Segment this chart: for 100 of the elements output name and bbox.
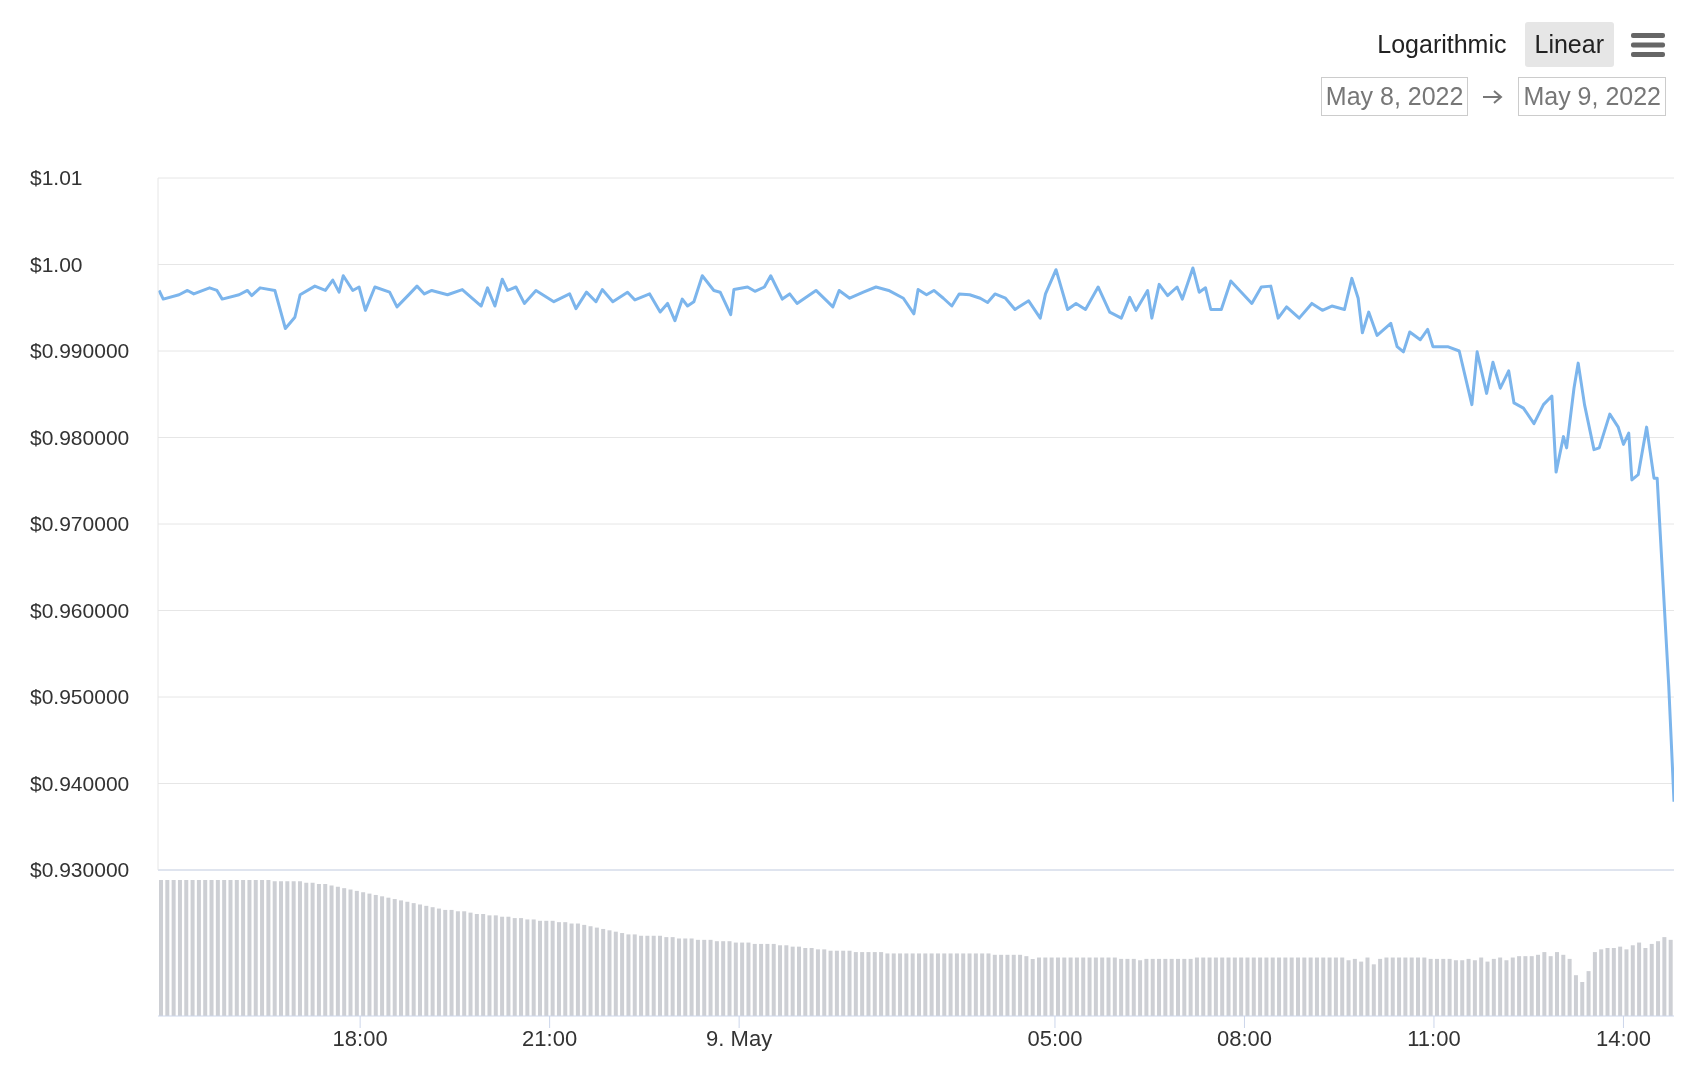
bar (860, 952, 865, 1016)
bar (373, 894, 378, 1016)
bar (247, 880, 252, 1016)
bar (626, 934, 631, 1016)
bar (1289, 957, 1294, 1016)
bar (424, 905, 429, 1016)
bar (910, 953, 915, 1016)
bar (1049, 957, 1054, 1016)
bar (1378, 958, 1383, 1016)
bar (411, 903, 416, 1016)
bar (891, 953, 896, 1016)
bar (436, 908, 441, 1016)
bar (1561, 954, 1566, 1016)
bar (361, 892, 366, 1016)
x-tick-label: 11:00 (1407, 1025, 1461, 1051)
bar (879, 952, 884, 1016)
bar (1599, 949, 1604, 1016)
bar (822, 949, 827, 1016)
bar (1517, 956, 1522, 1016)
x-tick-label: 08:00 (1216, 1025, 1272, 1051)
bar (468, 912, 473, 1016)
text: May 8, 2022 (1320, 77, 1469, 116)
bar (1138, 960, 1143, 1016)
y-tick-label: $0.970000 (30, 512, 130, 536)
bar (1447, 958, 1452, 1016)
bar (462, 911, 467, 1016)
bar (759, 943, 764, 1016)
bar (1283, 957, 1288, 1016)
bar (1119, 958, 1124, 1016)
bar (992, 954, 997, 1016)
bar (1573, 975, 1578, 1016)
bar (563, 922, 568, 1016)
bar (1649, 943, 1654, 1016)
bar (973, 953, 978, 1016)
bar (727, 941, 732, 1016)
bar (898, 953, 903, 1016)
y-tick-label: $0.980000 (30, 425, 130, 449)
bar (1580, 982, 1585, 1016)
bar (1542, 952, 1547, 1016)
bar (948, 953, 953, 1016)
bar (260, 880, 265, 1016)
bar (392, 899, 397, 1016)
bar (1011, 954, 1016, 1016)
bar (1536, 954, 1541, 1016)
x-tick-label: 14:00 (1595, 1025, 1651, 1051)
bar (171, 880, 176, 1016)
bar (266, 880, 271, 1016)
bar (651, 935, 656, 1016)
bar (380, 896, 385, 1016)
x-tick-label: 18:00 (332, 1025, 388, 1051)
bar (620, 933, 625, 1016)
bar (771, 943, 776, 1016)
bar (917, 953, 921, 1016)
bar (272, 881, 277, 1016)
bar (316, 884, 321, 1016)
bar (607, 930, 612, 1016)
bar (1409, 957, 1414, 1016)
bar (1213, 957, 1218, 1016)
bar (752, 943, 757, 1016)
bar (1296, 957, 1300, 1016)
bar (645, 935, 650, 1016)
bar (234, 880, 239, 1016)
bar (525, 919, 530, 1016)
bar (986, 953, 991, 1016)
bar (335, 886, 340, 1016)
bar (1093, 957, 1098, 1016)
bar (1592, 952, 1597, 1016)
bar (1523, 956, 1528, 1016)
bar (942, 953, 947, 1016)
bar (550, 920, 555, 1016)
bar (1365, 957, 1370, 1016)
bar (241, 880, 246, 1016)
bar (853, 952, 858, 1016)
bar (1529, 956, 1534, 1016)
text: May 9, 2022 (1518, 77, 1666, 116)
bar (1352, 958, 1357, 1016)
bar (1258, 957, 1263, 1016)
bar (1466, 958, 1471, 1016)
bar (544, 920, 549, 1016)
bar (203, 880, 208, 1016)
bar (222, 880, 227, 1016)
bar (1251, 957, 1256, 1016)
bar (834, 950, 839, 1016)
bar (285, 881, 290, 1016)
bar (1239, 957, 1244, 1016)
bar (209, 880, 214, 1016)
bar (569, 923, 574, 1016)
bar (443, 909, 448, 1016)
bar (1397, 957, 1402, 1016)
bar (1188, 958, 1193, 1016)
bar (664, 937, 669, 1016)
bar (866, 952, 871, 1016)
bar (588, 926, 593, 1016)
bar (1346, 960, 1351, 1016)
bar (417, 904, 422, 1016)
bar (708, 939, 713, 1016)
bar (885, 953, 890, 1016)
bar (1321, 957, 1326, 1016)
y-tick-label: $0.960000 (30, 598, 130, 622)
bar (310, 882, 315, 1016)
